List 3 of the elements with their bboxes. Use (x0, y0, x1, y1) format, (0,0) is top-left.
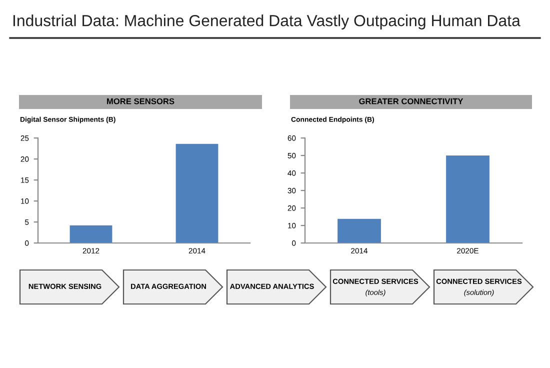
text: Industrial Data: Machine Generated Data Vastly Outpacing Human Data (13, 14, 520, 30)
chart-title: MORE SENSORS (107, 98, 174, 104)
chart-title: GREATER CONNECTIVITY (359, 98, 464, 104)
